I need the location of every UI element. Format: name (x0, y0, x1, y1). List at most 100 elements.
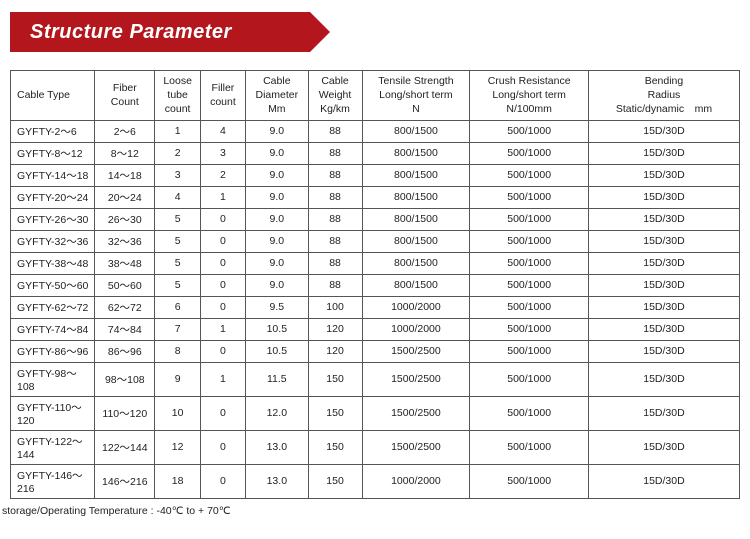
table-cell: 500/1000 (470, 340, 589, 362)
table-cell: 1 (155, 120, 200, 142)
table-header-row: Cable TypeFiberCountLoosetubecountFiller… (11, 71, 740, 121)
table-cell: 15D/30D (588, 252, 739, 274)
column-header: Loosetubecount (155, 71, 200, 121)
section-banner: Structure Parameter (0, 12, 750, 52)
table-cell: 0 (200, 296, 245, 318)
table-cell: 4 (155, 186, 200, 208)
table-row: GYFTY-20～2420～24419.088800/1500500/10001… (11, 186, 740, 208)
table-cell: GYFTY-38～48 (11, 252, 95, 274)
table-cell: 110～120 (95, 396, 155, 430)
table-row: GYFTY-26～3026～30509.088800/1500500/10001… (11, 208, 740, 230)
table-cell: 86～96 (95, 340, 155, 362)
table-cell: 7 (155, 318, 200, 340)
table-row: GYFTY-50～6050～60509.088800/1500500/10001… (11, 274, 740, 296)
table-cell: GYFTY-74～84 (11, 318, 95, 340)
table-cell: 500/1000 (470, 296, 589, 318)
table-cell: 1500/2500 (362, 362, 470, 396)
column-header: Cable Type (11, 71, 95, 121)
table-cell: 500/1000 (470, 186, 589, 208)
table-cell: 88 (308, 274, 362, 296)
table-cell: 2 (155, 142, 200, 164)
table-cell: 122～144 (95, 430, 155, 464)
table-row: GYFTY-62～7262～72609.51001000/2000500/100… (11, 296, 740, 318)
table-cell: 15D/30D (588, 340, 739, 362)
table-cell: 0 (200, 252, 245, 274)
table-cell: GYFTY-110～120 (11, 396, 95, 430)
table-cell: 4 (200, 120, 245, 142)
table-cell: 800/1500 (362, 164, 470, 186)
table-cell: 8 (155, 340, 200, 362)
table-cell: 15D/30D (588, 318, 739, 340)
table-cell: 0 (200, 274, 245, 296)
table-row: GYFTY-98～10898～1089111.51501500/2500500/… (11, 362, 740, 396)
table-cell: GYFTY-26～30 (11, 208, 95, 230)
table-cell: GYFTY-14～18 (11, 164, 95, 186)
table-cell: 15D/30D (588, 464, 739, 498)
table-cell: 13.0 (246, 464, 309, 498)
table-cell: 800/1500 (362, 120, 470, 142)
table-cell: 1000/2000 (362, 464, 470, 498)
table-cell: 1500/2500 (362, 340, 470, 362)
table-cell: 15D/30D (588, 142, 739, 164)
table-cell: 5 (155, 230, 200, 252)
table-cell: 500/1000 (470, 230, 589, 252)
table-cell: 146～216 (95, 464, 155, 498)
table-cell: 500/1000 (470, 318, 589, 340)
table-row: GYFTY-146～216146～21618013.01501000/20005… (11, 464, 740, 498)
table-head: Cable TypeFiberCountLoosetubecountFiller… (11, 71, 740, 121)
table-cell: 15D/30D (588, 120, 739, 142)
table-row: GYFTY-86～9686～968010.51201500/2500500/10… (11, 340, 740, 362)
structure-parameter-table: Cable TypeFiberCountLoosetubecountFiller… (10, 70, 740, 499)
column-header: CableDiameterMm (246, 71, 309, 121)
table-cell: 20～24 (95, 186, 155, 208)
table-cell: 1000/2000 (362, 318, 470, 340)
table-cell: 150 (308, 464, 362, 498)
table-cell: 13.0 (246, 430, 309, 464)
table-cell: 9.0 (246, 252, 309, 274)
table-cell: 3 (155, 164, 200, 186)
table-cell: GYFTY-86～96 (11, 340, 95, 362)
table-cell: 1 (200, 318, 245, 340)
table-cell: 88 (308, 164, 362, 186)
table-cell: 26～30 (95, 208, 155, 230)
table-cell: 6 (155, 296, 200, 318)
table-cell: 9 (155, 362, 200, 396)
table-cell: GYFTY-50～60 (11, 274, 95, 296)
table-cell: 9.0 (246, 186, 309, 208)
column-header: Crush ResistanceLong/short termN/100mm (470, 71, 589, 121)
table-cell: 98～108 (95, 362, 155, 396)
table-cell: GYFTY-62～72 (11, 296, 95, 318)
table-cell: 120 (308, 340, 362, 362)
table-cell: 500/1000 (470, 142, 589, 164)
table-row: GYFTY-14～1814～18329.088800/1500500/10001… (11, 164, 740, 186)
table-cell: 9.0 (246, 164, 309, 186)
column-header: BendingRadiusStatic/dynamic mm (588, 71, 739, 121)
table-cell: 62～72 (95, 296, 155, 318)
table-cell: 100 (308, 296, 362, 318)
table-cell: 5 (155, 208, 200, 230)
table-cell: 800/1500 (362, 252, 470, 274)
table-cell: GYFTY-32～36 (11, 230, 95, 252)
table-cell: 500/1000 (470, 464, 589, 498)
table-cell: 0 (200, 396, 245, 430)
table-cell: GYFTY-146～216 (11, 464, 95, 498)
table-cell: 150 (308, 362, 362, 396)
table-cell: 15D/30D (588, 396, 739, 430)
table-cell: GYFTY-98～108 (11, 362, 95, 396)
table-cell: GYFTY-122～144 (11, 430, 95, 464)
table-cell: 0 (200, 208, 245, 230)
table-cell: 500/1000 (470, 430, 589, 464)
table-cell: 0 (200, 464, 245, 498)
footnote-text: storage/Operating Temperature : -40℃ to … (0, 499, 750, 527)
table-cell: 500/1000 (470, 362, 589, 396)
table-cell: 9.0 (246, 142, 309, 164)
table-cell: 2 (200, 164, 245, 186)
table-cell: 9.5 (246, 296, 309, 318)
table-cell: 12 (155, 430, 200, 464)
column-header: CableWeightKg/km (308, 71, 362, 121)
table-cell: 88 (308, 120, 362, 142)
table-row: GYFTY-110～120110～12010012.01501500/25005… (11, 396, 740, 430)
table-cell: 500/1000 (470, 396, 589, 430)
table-cell: 800/1500 (362, 142, 470, 164)
banner-title: Structure Parameter (30, 12, 232, 52)
